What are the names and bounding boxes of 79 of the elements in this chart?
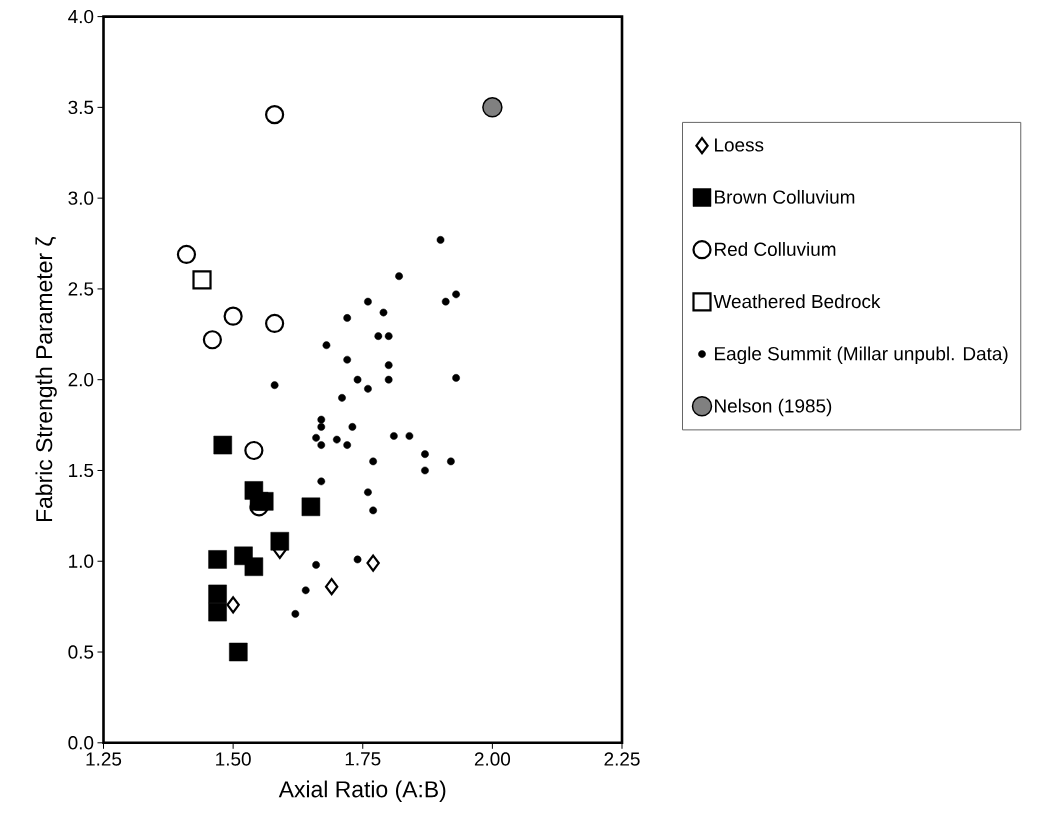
- x-tick-label: 2.00: [474, 752, 511, 766]
- y-tick-label: 4.0: [68, 9, 94, 24]
- point: [312, 433, 320, 442]
- point: [366, 554, 380, 572]
- point: [208, 550, 227, 569]
- point: [317, 477, 326, 486]
- point: [374, 332, 383, 340]
- point: [317, 423, 326, 431]
- point: [364, 488, 372, 497]
- legend-label: Red Colluvium: [715, 242, 836, 256]
- x-tick-label: 1.25: [86, 752, 122, 766]
- y-tick-label: 1.0: [69, 554, 94, 568]
- point: [301, 586, 310, 595]
- point: [270, 381, 279, 389]
- point: [343, 441, 352, 449]
- y-tick-label: 1.5: [69, 463, 94, 478]
- point: [369, 457, 377, 466]
- point: [441, 297, 450, 306]
- point: [482, 97, 503, 118]
- point: [353, 375, 362, 384]
- point: [343, 314, 352, 322]
- point: [384, 361, 393, 370]
- point: [343, 355, 352, 364]
- point: [226, 596, 240, 614]
- point: [244, 557, 264, 576]
- point: [364, 384, 372, 393]
- y-tick-label: 0.5: [68, 645, 94, 659]
- point: [265, 313, 285, 334]
- y-tick-label: 2.5: [68, 282, 94, 296]
- point: [452, 374, 460, 382]
- x-tick-label: 2.25: [604, 752, 640, 766]
- legend-label: Weathered Bedrock: [713, 294, 881, 309]
- point: [208, 602, 227, 622]
- point: [213, 435, 233, 455]
- point: [322, 341, 331, 350]
- point: [312, 561, 320, 569]
- point: [395, 272, 403, 281]
- point: [270, 532, 290, 551]
- x-axis-title: Axial Ratio (A:B): [278, 780, 446, 802]
- point: [405, 432, 414, 440]
- point: [324, 578, 339, 596]
- point: [436, 236, 445, 244]
- point: [353, 555, 362, 564]
- point: [348, 423, 357, 431]
- point: [379, 308, 388, 317]
- y-tick-label: 0.0: [68, 736, 94, 750]
- point: [390, 432, 398, 440]
- point: [421, 466, 429, 475]
- point: [317, 415, 326, 424]
- legend-label: Brown Colluvium: [715, 189, 855, 204]
- point: [452, 290, 460, 299]
- point: [301, 497, 321, 517]
- point: [364, 297, 372, 306]
- x-tick-label: 1.75: [345, 752, 381, 766]
- point: [421, 450, 429, 458]
- y-tick-label: 3.5: [68, 100, 94, 115]
- point: [447, 457, 455, 466]
- point: [384, 332, 393, 340]
- y-tick-label: 2.0: [68, 373, 94, 387]
- point: [338, 394, 346, 402]
- point: [202, 330, 222, 350]
- legend-label: Loess: [715, 138, 764, 152]
- point: [384, 375, 393, 384]
- point: [229, 642, 248, 662]
- y-tick-label: 3.0: [68, 191, 94, 205]
- point: [369, 506, 377, 515]
- point: [176, 244, 197, 265]
- point: [208, 584, 227, 604]
- point: [265, 105, 285, 125]
- point: [332, 435, 341, 444]
- point: [244, 440, 264, 461]
- x-tick-label: 1.50: [216, 752, 251, 766]
- legend-label: Nelson (1985): [715, 398, 832, 417]
- y-axis-title: Fabric Strength Parameter ζ: [35, 236, 57, 522]
- legend-label: Eagle Summit (Millar unpubl. Data): [715, 346, 1008, 365]
- point: [192, 270, 212, 290]
- point: [317, 441, 326, 449]
- point: [223, 306, 243, 326]
- point: [291, 610, 300, 618]
